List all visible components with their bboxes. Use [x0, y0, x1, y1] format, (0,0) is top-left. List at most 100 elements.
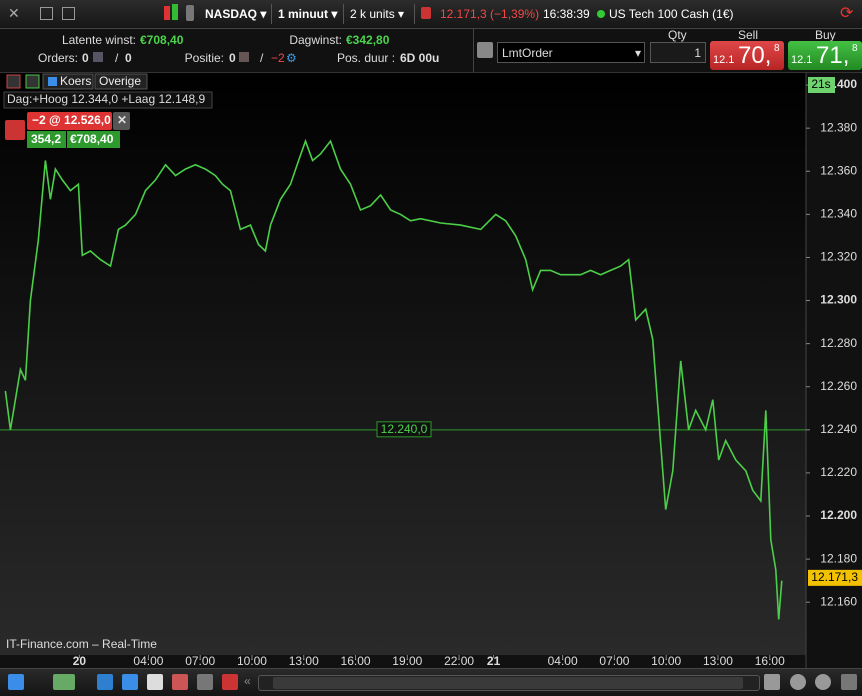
scroll-left[interactable]: « — [244, 674, 251, 688]
x-tick-label: 10:00 — [651, 654, 681, 668]
icon[interactable] — [122, 674, 138, 690]
draw-icon[interactable] — [8, 674, 24, 690]
countdown: 21s — [811, 77, 830, 91]
position-points: 354,2 — [31, 132, 61, 146]
scrollbar[interactable] — [258, 675, 760, 691]
y-tick-label: 12.200 — [820, 508, 857, 522]
chart-type-icon[interactable] — [172, 4, 178, 20]
indicator-icon[interactable] — [53, 674, 75, 690]
svg-text:✕: ✕ — [117, 113, 127, 127]
price-main: 71, — [816, 42, 850, 69]
value: 0 — [229, 51, 236, 65]
icon[interactable] — [197, 674, 213, 690]
price-main: 70, — [738, 42, 772, 69]
chart-type-icon[interactable] — [164, 6, 170, 20]
label: Sell — [738, 28, 759, 42]
y-tick-label: 12.260 — [820, 379, 857, 393]
order-type-select[interactable]: LmtOrder ▾ — [497, 42, 645, 63]
position-label: −2 @ 12.526,0 — [32, 113, 111, 127]
icon[interactable] — [172, 674, 188, 690]
label: Positie: — [184, 51, 224, 65]
x-tick-label: 07:00 — [185, 654, 215, 668]
top-toolbar: ✕ NASDAQ ▾ 1 minuut ▾ 2 k units ▾ 12.171… — [0, 0, 862, 29]
gear-icon[interactable] — [5, 120, 25, 140]
wrench-icon[interactable] — [477, 42, 493, 58]
y-tick-label: 12.280 — [820, 336, 857, 350]
refresh-icon[interactable]: ⟳ — [840, 5, 854, 22]
x-tick-label: 13:00 — [703, 654, 733, 668]
account-bar: Latente winst: €708,40 Dagwinst: €342,80… — [0, 28, 862, 73]
y-tick-label: 12.380 — [820, 120, 857, 134]
cancel-icon[interactable] — [93, 52, 103, 62]
tab-label: Koers — [60, 74, 91, 88]
window-button[interactable] — [62, 7, 75, 20]
buy-button[interactable]: 12.1 71, 8 — [788, 41, 862, 70]
level-box — [376, 421, 432, 438]
qty: 1 — [694, 46, 701, 60]
footer: IT-Finance.com – Real-Time — [6, 637, 157, 651]
icon[interactable] — [147, 674, 163, 690]
status-dot — [597, 10, 605, 18]
value: −2 — [271, 51, 285, 65]
tab-label: Overige — [99, 74, 141, 88]
value: €342,80 — [346, 33, 390, 47]
price-suffix: 8 — [852, 43, 858, 54]
y-tick-label: 12.220 — [820, 465, 857, 479]
tab[interactable] — [94, 73, 148, 90]
x-tick-label: 04:00 — [548, 654, 578, 668]
info-icon[interactable] — [421, 7, 431, 19]
clock: 16:38:39 — [543, 7, 590, 21]
points-box — [27, 131, 66, 148]
x-tick-label: 13:00 — [289, 654, 319, 668]
order-type: LmtOrder — [502, 46, 553, 60]
y-tick-label: 12.360 — [820, 163, 857, 177]
zoom-out[interactable] — [790, 674, 806, 690]
label: Orders: — [37, 51, 78, 65]
day-range: Dag:+Hoog 12.344,0 +Laag 12.148,9 — [7, 92, 205, 106]
icon[interactable] — [841, 674, 857, 690]
level-label: 12.240,0 — [381, 422, 428, 436]
position-box[interactable] — [27, 112, 112, 130]
icon[interactable] — [222, 674, 238, 690]
share-icon[interactable] — [97, 674, 113, 690]
y-tick-label: 12.320 — [820, 250, 857, 264]
x-tick-label: 22:00 — [444, 654, 474, 668]
value: 0 — [82, 51, 89, 65]
price-prefix: 12.1 — [791, 54, 813, 66]
label: Latente winst: — [61, 33, 136, 47]
instrument-name: US Tech 100 Cash (1€) — [609, 7, 734, 21]
close-button[interactable]: ✕ — [8, 5, 20, 21]
qty-input[interactable]: 1 — [650, 42, 706, 63]
units-select[interactable]: 2 k units ▾ — [350, 7, 405, 21]
close-position[interactable] — [113, 112, 130, 130]
x-tick-label: 04:00 — [133, 654, 163, 668]
price-change: 12.171,3 (−1,39%) — [440, 7, 540, 21]
instrument-select[interactable]: NASDAQ ▾ — [205, 7, 267, 21]
zoom-in[interactable] — [815, 674, 831, 690]
instrument: NASDAQ — [205, 7, 258, 21]
window-button[interactable] — [40, 7, 53, 20]
chart: Koers Overige Dag:+Hoog 12.344,0 +Laag 1… — [0, 73, 862, 668]
interval-select[interactable]: 1 minuut ▾ — [278, 7, 338, 21]
value: 6D 00u — [400, 51, 440, 65]
label: Pos. duur : — [337, 51, 396, 65]
zoom-icon[interactable] — [764, 674, 780, 690]
x-tick-label: 21 — [487, 654, 501, 668]
last-price-label: 12.171,3 — [811, 570, 858, 584]
price-suffix: 8 — [774, 43, 780, 54]
close-icon[interactable] — [239, 52, 249, 62]
position-profit: €708,40 — [70, 132, 114, 146]
profit-box — [67, 131, 120, 148]
y-tick-label: 12.180 — [820, 551, 857, 565]
label: Dagwinst: — [289, 33, 342, 47]
gear-icon[interactable]: ⚙ — [286, 51, 297, 65]
value: €708,40 — [140, 33, 184, 47]
interval: 1 minuut — [278, 7, 328, 21]
separator: / — [115, 51, 119, 65]
y-tick-label: 12.340 — [820, 207, 857, 221]
sell-button[interactable]: 12.1 70, 8 — [710, 41, 784, 70]
last-price-box — [808, 569, 862, 586]
settings-icon[interactable] — [186, 5, 194, 21]
label: Qty — [668, 28, 687, 42]
y-tick-label: 12.300 — [820, 293, 857, 307]
